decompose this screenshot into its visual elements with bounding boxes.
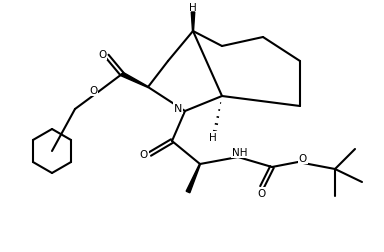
Text: O: O (98, 50, 106, 60)
Polygon shape (191, 13, 195, 32)
Text: O: O (89, 86, 97, 96)
Polygon shape (186, 164, 200, 193)
Text: O: O (258, 188, 266, 198)
Polygon shape (121, 73, 148, 88)
Text: O: O (140, 149, 148, 159)
Text: N: N (174, 104, 182, 114)
Text: H: H (189, 3, 197, 13)
Text: H: H (209, 133, 217, 142)
Text: NH: NH (232, 147, 248, 158)
Text: O: O (299, 153, 307, 163)
